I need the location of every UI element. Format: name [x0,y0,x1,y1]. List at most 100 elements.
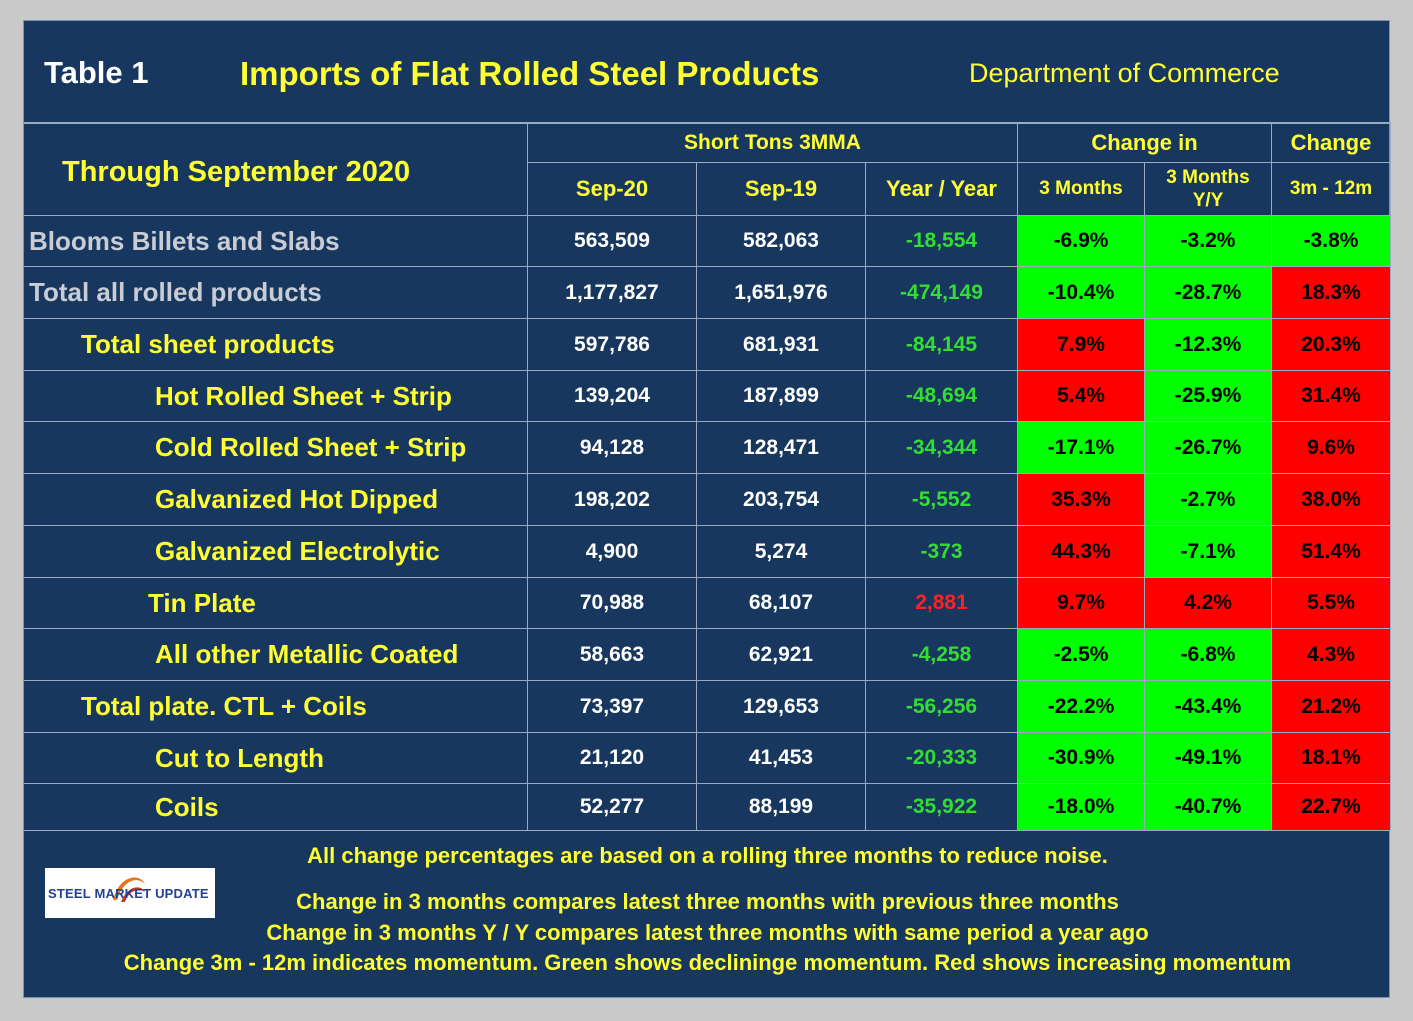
pct-3-months: 9.7% [1018,578,1145,629]
value-year-over-year: -35,922 [866,784,1018,831]
pct-3-months-text: 44.3% [1051,539,1111,563]
pct-3-months: -22.2% [1018,681,1145,733]
pct-3-months-yy: -12.3% [1145,319,1272,371]
value-year-over-year: -34,344 [866,422,1018,474]
value-year-over-year: -48,694 [866,371,1018,422]
pct-3-months-text: -17.1% [1047,435,1115,459]
col-sep20-text: Sep-20 [575,176,649,201]
pct-3-months: -18.0% [1018,784,1145,831]
value-sep20-text: 1,177,827 [565,280,659,304]
value-sep19-text: 582,063 [743,229,819,252]
row-label-text: Cold Rolled Sheet + Strip [155,432,467,462]
period-label: Through September 2020 [24,124,528,216]
value-year-over-year-text: -84,145 [905,332,978,356]
pct-3-months: -17.1% [1018,422,1145,474]
value-sep20-text: 94,128 [579,435,645,459]
pct-momentum-text: 5.5% [1307,591,1355,614]
row-label-text: Galvanized Hot Dipped [155,484,439,514]
col-3-months: 3 Months [1018,163,1145,216]
value-year-over-year-text: -56,256 [905,694,978,718]
pct-3-months-yy: -6.8% [1145,629,1272,681]
row-label-text: Blooms Billets and Slabs [29,225,340,256]
value-sep19: 68,107 [697,578,866,629]
value-sep19-text: 68,107 [748,591,814,614]
row-label-text: All other Metallic Coated [155,639,459,669]
pct-3-months: 7.9% [1018,319,1145,371]
value-sep20: 1,177,827 [528,267,697,319]
value-sep20-text: 139,204 [574,384,650,407]
pct-3-months-text: -18.0% [1047,795,1115,818]
table-number: Table 1 [44,55,149,90]
table-title: Imports of Flat Rolled Steel Products [240,55,820,92]
pct-3-months-yy-text: 4.2% [1184,591,1232,614]
value-sep19-text: 128,471 [743,435,819,459]
pct-3-months: -2.5% [1018,629,1145,681]
value-year-over-year-text: 2,881 [915,591,968,614]
change-header-text: Change [1290,130,1372,155]
value-sep19: 582,063 [697,216,866,267]
pct-3-months-yy-text: -28.7% [1174,280,1242,304]
logo-swoosh-icon [113,877,145,902]
pct-momentum: 51.4% [1272,526,1391,578]
pct-3-months-yy: -43.4% [1145,681,1272,733]
row-label: Coils [24,784,528,831]
pct-3-months-yy-text: -12.3% [1174,332,1242,356]
note-line-4: Change 3m - 12m indicates momentum. Gree… [123,950,1292,975]
value-sep20: 4,900 [528,526,697,578]
pct-3-months-text: 9.7% [1057,591,1105,614]
pct-3-months: 5.4% [1018,371,1145,422]
value-year-over-year-text: -20,333 [905,746,978,769]
value-sep19: 187,899 [697,371,866,422]
value-sep20-text: 73,397 [579,694,645,718]
pct-momentum: 38.0% [1272,474,1391,526]
row-label: Blooms Billets and Slabs [24,216,528,267]
pct-3-months-yy-text: -40.7% [1174,795,1242,818]
col-3-months-yy-line-1: 3 Months [1166,167,1250,188]
value-sep20: 563,509 [528,216,697,267]
pct-3-months: -10.4% [1018,267,1145,319]
pct-3-months-yy: -2.7% [1145,474,1272,526]
pct-3-months-yy-text: -25.9% [1174,384,1242,407]
value-year-over-year-text: -4,258 [911,642,972,666]
row-label-text: Tin Plate [148,587,256,618]
value-year-over-year-text: -373 [920,539,963,563]
value-sep19: 1,651,976 [697,267,866,319]
pct-momentum: 4.3% [1272,629,1391,681]
value-sep20-text: 563,509 [574,229,650,252]
value-year-over-year-text: -34,344 [905,435,978,459]
pct-momentum: 18.1% [1272,733,1391,784]
value-year-over-year: -5,552 [866,474,1018,526]
col-sep20: Sep-20 [528,163,697,216]
row-label-text: Galvanized Electrolytic [155,536,440,566]
value-sep19: 88,199 [697,784,866,831]
pct-3-months-yy: -7.1% [1145,526,1272,578]
pct-3-months-yy: 4.2% [1145,578,1272,629]
row-label-text: Hot Rolled Sheet + Strip [155,380,452,411]
value-sep19: 5,274 [697,526,866,578]
pct-3-months-yy-text: -7.1% [1180,539,1236,563]
row-label: All other Metallic Coated [24,629,528,681]
value-sep19-text: 88,199 [748,795,814,818]
logo-text: STEEL MARKET UPDATE [48,886,209,901]
pct-momentum-text: 51.4% [1301,539,1361,563]
row-label-text: Cut to Length [155,742,324,773]
pct-momentum: 18.3% [1272,267,1391,319]
value-sep20-text: 52,277 [579,795,645,818]
pct-3-months-yy-text: -49.1% [1174,746,1242,769]
value-sep19-text: 129,653 [743,694,819,718]
pct-3-months-yy-text: -6.8% [1180,642,1236,666]
value-sep19: 129,653 [697,681,866,733]
value-year-over-year: -56,256 [866,681,1018,733]
col-momentum: 3m - 12m [1272,163,1391,216]
pct-3-months-text: -30.9% [1047,746,1115,769]
note-line-3: Change in 3 months Y / Y compares latest… [266,920,1149,945]
pct-momentum-text: 4.3% [1307,642,1355,666]
row-label: Hot Rolled Sheet + Strip [24,371,528,422]
short-tons-header: Short Tons 3MMA [528,124,1018,163]
value-sep20: 73,397 [528,681,697,733]
col-year-over-year-text: Year / Year [886,176,997,201]
pct-momentum-text: 18.1% [1301,746,1361,769]
value-year-over-year-text: -48,694 [905,384,978,407]
period-label-text: Through September 2020 [62,156,411,188]
col-momentum-text: 3m - 12m [1289,178,1373,199]
